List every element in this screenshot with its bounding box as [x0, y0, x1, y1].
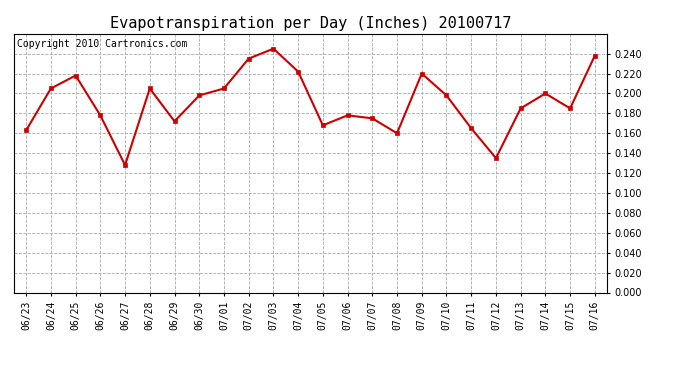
Title: Evapotranspiration per Day (Inches) 20100717: Evapotranspiration per Day (Inches) 2010…: [110, 16, 511, 31]
Text: Copyright 2010 Cartronics.com: Copyright 2010 Cartronics.com: [17, 39, 187, 49]
